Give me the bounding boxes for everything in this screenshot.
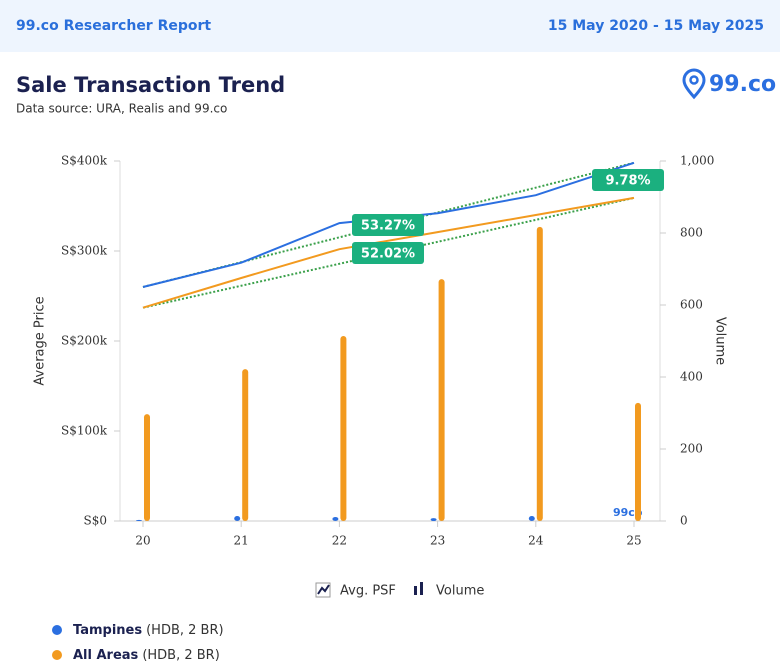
legend-label: All Areas (HDB, 2 BR) xyxy=(73,648,220,663)
legend-detail: (HDB, 2 BR) xyxy=(146,623,223,638)
legend-name: All Areas xyxy=(73,648,139,663)
price-line xyxy=(142,196,635,309)
type-legend: Avg. PSF Volume xyxy=(315,582,484,599)
y2-tick-label: 600 xyxy=(680,298,703,312)
x-tick-label: 21 xyxy=(234,534,249,548)
y2-tick-label: 0 xyxy=(680,514,688,528)
annotation-box xyxy=(592,169,664,191)
annotation: 9.78% xyxy=(592,169,664,191)
x-tick-label: 22 xyxy=(332,534,347,548)
chart-title: Sale Transaction Trend xyxy=(16,73,285,97)
volume-bar xyxy=(340,335,347,521)
volume-bar xyxy=(242,369,249,521)
volume-bar xyxy=(332,517,339,521)
x-tick-label: 23 xyxy=(430,534,445,548)
y2-tick-label: 800 xyxy=(680,226,703,240)
x-tick-label: 25 xyxy=(626,534,641,548)
y2-tick-label: 200 xyxy=(680,442,703,456)
legend-icon xyxy=(414,586,417,595)
y-tick-label: S$400k xyxy=(61,154,108,168)
y2-axis-title: Volume xyxy=(713,317,728,365)
volume-bar xyxy=(528,515,535,521)
volume-bar xyxy=(635,402,641,521)
y-axis-title: Average Price xyxy=(33,296,48,385)
volume-bar xyxy=(136,519,142,521)
legend-icon xyxy=(317,584,330,595)
legend-dot xyxy=(52,625,62,635)
header-bar xyxy=(0,0,780,52)
legend-icon xyxy=(420,582,423,595)
volume-bar xyxy=(234,515,241,521)
y-tick-label: S$200k xyxy=(61,334,108,348)
y2-tick-label: 1,000 xyxy=(680,154,714,168)
brand: 99.co Researcher Report xyxy=(16,18,211,34)
x-tick-label: 24 xyxy=(528,534,544,548)
volume-bar xyxy=(144,414,150,521)
volume-bar xyxy=(438,279,445,521)
date-range: 15 May 2020 - 15 May 2025 xyxy=(548,18,764,34)
legend-detail: (HDB, 2 BR) xyxy=(142,648,219,663)
annotation-text: 53.27% xyxy=(361,219,415,234)
legend-icon xyxy=(315,582,331,598)
logo-text: 99.co xyxy=(709,72,776,97)
annotation-box xyxy=(352,242,424,264)
legend-name: Tampines xyxy=(73,623,142,638)
legend-text: Volume xyxy=(436,584,484,599)
annotation: 53.27% xyxy=(352,214,424,236)
subtitle: Data source: URA, Realis and 99.co xyxy=(16,102,227,116)
annotation-box xyxy=(352,214,424,236)
y2-tick-label: 400 xyxy=(680,370,703,384)
y-tick-label: S$100k xyxy=(61,424,108,438)
y-tick-label: S$300k xyxy=(61,244,108,258)
annotation-text: 9.78% xyxy=(605,174,650,189)
annotation: 52.02% xyxy=(352,242,424,264)
volume-bar xyxy=(430,518,437,521)
volume-bar xyxy=(536,226,543,521)
legend-dot xyxy=(52,650,62,660)
logo: 99.co xyxy=(682,68,776,100)
legend-text: Avg. PSF xyxy=(340,584,396,599)
y-tick-label: S$0 xyxy=(84,514,108,528)
legend-label: Tampines (HDB, 2 BR) xyxy=(73,623,224,638)
annotation-text: 52.02% xyxy=(361,247,415,262)
x-tick-label: 20 xyxy=(135,534,150,548)
